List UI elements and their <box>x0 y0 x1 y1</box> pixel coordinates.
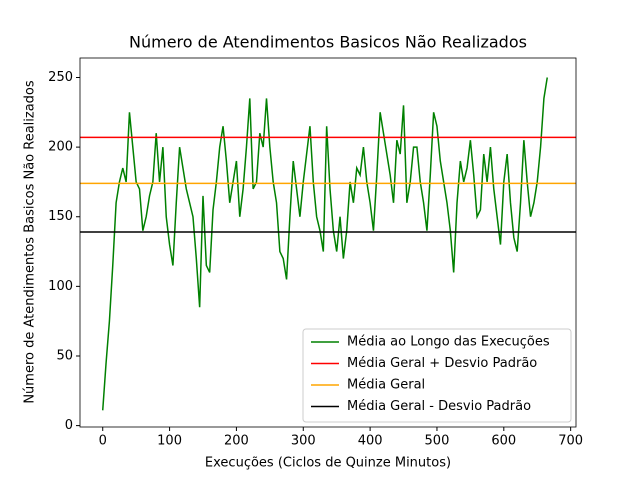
chart-title: Número de Atendimentos Basicos Não Reali… <box>129 33 527 52</box>
x-tick-label: 100 <box>157 434 182 449</box>
y-tick-label: 250 <box>48 70 73 85</box>
x-tick-label: 300 <box>291 434 316 449</box>
x-tick-label: 200 <box>224 434 249 449</box>
y-tick-label: 50 <box>56 348 73 363</box>
legend-label: Média Geral + Desvio Padrão <box>347 356 537 371</box>
y-tick-label: 0 <box>65 418 73 433</box>
data-line <box>101 77 548 411</box>
x-tick-label: 500 <box>425 434 450 449</box>
x-tick-label: 400 <box>358 434 383 449</box>
x-tick-label: 0 <box>99 434 107 449</box>
legend-box <box>302 328 572 423</box>
plot-frame <box>79 57 577 428</box>
y-tick-label: 100 <box>48 279 73 294</box>
y-tick-label: 200 <box>48 140 73 155</box>
y-tick-label: 150 <box>48 209 73 224</box>
legend-label: Média Geral - Desvio Padrão <box>347 399 531 414</box>
x-axis-label: Execuções (Ciclos de Quinze Minutos) <box>205 456 451 471</box>
x-tick-label: 700 <box>558 434 583 449</box>
y-axis-label: Número de Atendimentos Basicos Não Reali… <box>23 80 38 404</box>
x-tick-label: 600 <box>491 434 516 449</box>
legend-label: Média ao Longo das Execuções <box>347 335 550 350</box>
legend-label: Média Geral <box>347 378 425 393</box>
